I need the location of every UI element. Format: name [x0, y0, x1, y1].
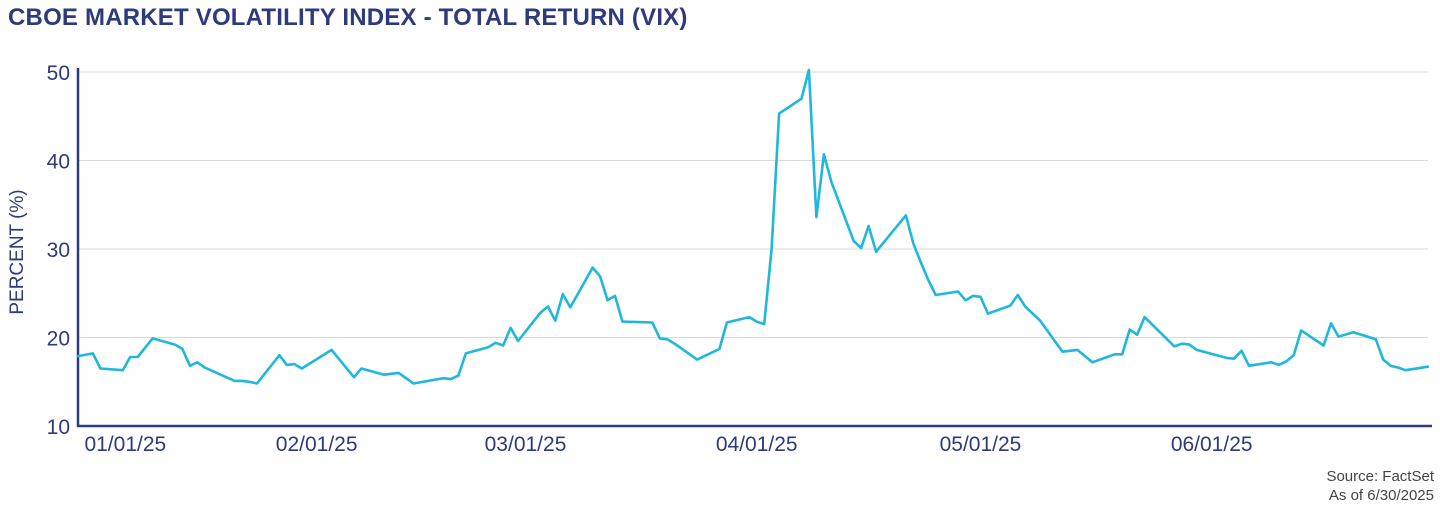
y-tick-label-40: 40 [47, 151, 70, 174]
y-tick-label-30: 30 [47, 239, 70, 262]
y-tick-label-20: 20 [47, 328, 70, 351]
as-of-text: As of 6/30/2025 [1328, 487, 1434, 504]
y-tick-label-50: 50 [47, 62, 70, 85]
x-tick-label-01-01-25: 01/01/25 [84, 433, 166, 456]
x-tick-label-04-01-25: 04/01/25 [716, 433, 798, 456]
y-tick-label-10: 10 [47, 416, 70, 439]
x-tick-label-06-01-25: 06/01/25 [1171, 433, 1253, 456]
source-text: Source: FactSet [1326, 468, 1434, 485]
x-tick-label-05-01-25: 05/01/25 [940, 433, 1022, 456]
chart-title: CBOE MARKET VOLATILITY INDEX - TOTAL RET… [8, 4, 688, 31]
source-note: Source: FactSet As of 6/30/2025 [1326, 467, 1434, 505]
x-tick-label-02-01-25: 02/01/25 [276, 433, 358, 456]
series-line-0 [76, 68, 1430, 385]
x-tick-label-03-01-25: 03/01/25 [485, 433, 567, 456]
